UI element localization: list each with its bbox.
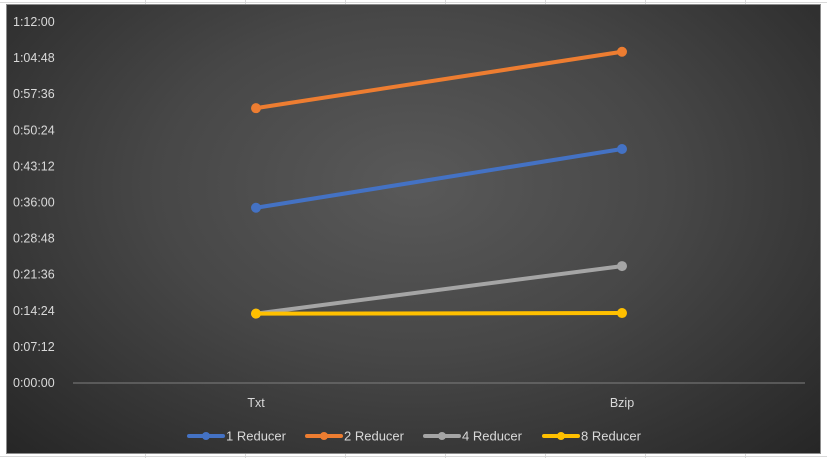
- plot-series: [251, 46, 627, 319]
- x-tick-label: Bzip: [610, 396, 634, 410]
- data-point[interactable]: [251, 202, 261, 213]
- y-tick-label: 0:36:00: [13, 196, 55, 210]
- series-line[interactable]: [254, 264, 624, 316]
- data-point[interactable]: [617, 46, 627, 57]
- legend-label: 1 Reducer: [226, 429, 287, 444]
- series-line[interactable]: [254, 147, 624, 210]
- y-tick-label: 0:57:36: [13, 87, 55, 101]
- data-point[interactable]: [617, 308, 627, 319]
- data-point[interactable]: [617, 261, 627, 272]
- legend[interactable]: 1 Reducer 2 Reducer 4 Reducer 8 Reducer: [187, 429, 642, 444]
- legend-label: 8 Reducer: [581, 429, 642, 444]
- x-tick-label: Txt: [247, 396, 265, 410]
- legend-swatch-marker: [438, 432, 446, 440]
- y-tick-label: 1:12:00: [13, 15, 55, 29]
- data-point[interactable]: [251, 103, 261, 114]
- y-tick-label: 0:28:48: [13, 232, 55, 246]
- data-point[interactable]: [617, 144, 627, 155]
- y-tick-label: 0:07:12: [13, 340, 55, 354]
- sheet-gridline: [0, 456, 827, 457]
- legend-swatch-marker: [202, 432, 210, 440]
- sheet-gridline: [0, 2, 827, 3]
- y-tick-label: 0:50:24: [13, 123, 55, 137]
- series-line[interactable]: [254, 49, 624, 111]
- y-tick-label: 0:21:36: [13, 268, 55, 282]
- data-point[interactable]: [251, 308, 261, 319]
- legend-label: 4 Reducer: [462, 429, 523, 444]
- y-axis: 0:00:00 0:07:12 0:14:24 0:21:36 0:28:48 0:36:…: [13, 15, 55, 390]
- legend-swatch-marker: [557, 432, 565, 440]
- y-tick-label: 0:43:12: [13, 159, 55, 173]
- legend-label: 2 Reducer: [344, 429, 405, 444]
- y-tick-label: 0:00:00: [13, 376, 55, 390]
- series-line[interactable]: [254, 311, 624, 316]
- chart-area[interactable]: 0:00:00 0:07:12 0:14:24 0:21:36 0:28:48 0:36:…: [6, 4, 821, 454]
- y-tick-label: 0:14:24: [13, 304, 55, 318]
- y-tick-label: 1:04:48: [13, 51, 55, 65]
- x-axis: Txt Bzip: [247, 396, 634, 410]
- legend-swatch-marker: [320, 432, 328, 440]
- line-chart: 0:00:00 0:07:12 0:14:24 0:21:36 0:28:48 0:36:…: [13, 15, 805, 444]
